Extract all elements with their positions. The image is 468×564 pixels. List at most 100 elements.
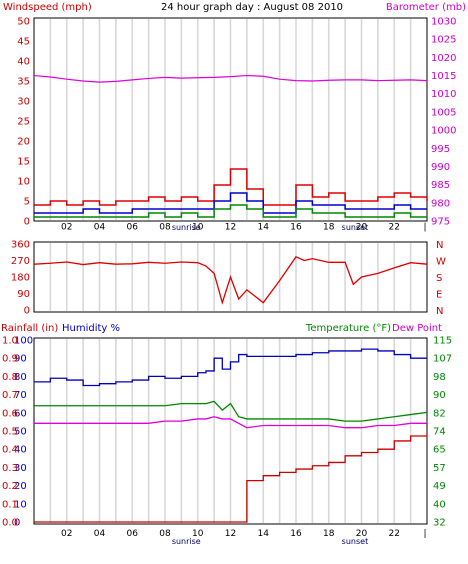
chart1-y-right-tick: 1015	[431, 71, 456, 82]
chart1-y-left-tick: 15	[17, 157, 30, 168]
chart1-right-label: Barometer (mb)	[386, 2, 466, 13]
chart1-y-left-tick: 20	[17, 137, 30, 148]
chart1-series-barometer-mb-	[33, 74, 428, 83]
chart3-sunrise-label: sunrise	[172, 537, 201, 546]
chart3-y-rain-tick: 0.6	[2, 408, 18, 419]
chart1-y-left-tick: 35	[17, 77, 30, 88]
chart1-x-tick-label: 10	[192, 223, 204, 233]
chart3-y-humidity-tick: 90	[14, 354, 27, 365]
chart1-series-wind-average	[34, 192, 427, 214]
chart1-x-tick-label: 12	[225, 223, 236, 233]
chart3-x-tick-label: 16	[290, 529, 302, 539]
chart3-rain-label: Rainfall (in)	[1, 323, 58, 334]
chart3-y-temp-tick: 74	[433, 427, 446, 438]
chart1-x-tick-label: 06	[127, 223, 139, 233]
chart3-y-rain-tick: 0.1	[2, 499, 18, 510]
chart1-y-left-tick: 10	[17, 177, 30, 188]
chart3-series-humidity-	[34, 348, 427, 387]
chart1-y-left-tick: 45	[17, 37, 30, 48]
chart3-temp-label: Temperature (°F)	[305, 323, 391, 334]
chart3-series-dew-point	[34, 416, 427, 429]
chart2-y-left-tick: 360	[11, 240, 30, 251]
chart1-y-left-tick: 5	[24, 197, 30, 208]
chart1-y-right-tick: 980	[431, 198, 450, 209]
chart3-y-temp-tick: 65	[433, 445, 446, 456]
chart3-y-temp-tick: 98	[433, 372, 446, 383]
chart3-y-rain-tick: 0.5	[2, 427, 18, 438]
chart3-x-tick-label: 22	[389, 529, 400, 539]
chart3-x-tick-label: 10	[192, 529, 204, 539]
chart2-compass-label: N	[436, 306, 443, 317]
chart1-x-tick-label: 18	[323, 223, 335, 233]
chart3-y-temp-tick: 32	[433, 518, 446, 529]
chart1-y-right-tick: 1010	[431, 89, 456, 100]
chart1-sunrise-label: sunrise	[172, 223, 201, 232]
chart3-y-temp-tick: 90	[433, 390, 446, 401]
chart3-x-tick-label: 14	[258, 529, 270, 539]
chart2-series-wind-direction	[33, 256, 428, 305]
chart1-y-left-tick: 40	[17, 57, 30, 68]
chart3-x-tick-label: 04	[94, 529, 106, 539]
chart-marks: 0510152025303540455097598098599099510001…	[2, 17, 456, 547]
chart3-y-humidity-tick: 30	[14, 463, 27, 474]
chart1-x-tick-label: 04	[94, 223, 106, 233]
chart1-x-tick-label: 14	[258, 223, 270, 233]
chart3-y-rain-tick: 0.9	[2, 354, 18, 365]
chart3-x-tick-label: 08	[159, 529, 171, 539]
chart3-y-humidity-tick: 40	[14, 445, 27, 456]
chart3-y-rain-tick: 0.7	[2, 390, 18, 401]
chart2-y-left-tick: 90	[17, 289, 30, 300]
chart3-y-humidity-tick: 70	[14, 390, 27, 401]
chart3-x-tick-label: 02	[61, 529, 72, 539]
chart1-x-tick-label: 02	[61, 223, 72, 233]
chart3-y-rain-tick: 1.0	[2, 336, 18, 347]
chart3-y-humidity-tick: 80	[14, 372, 27, 383]
chart3-x-tick-label: 06	[127, 529, 139, 539]
chart3-y-rain-tick: 0.2	[2, 481, 18, 492]
chart2-y-left-tick: 0	[24, 306, 30, 317]
chart3-y-temp-tick: 107	[433, 354, 452, 365]
chart1-x-end-tick: |	[423, 223, 426, 233]
chart1-series-windspeed-mph-	[34, 168, 428, 206]
chart1-x-tick-label: 22	[389, 223, 400, 233]
chart2-y-left-tick: 270	[11, 256, 30, 267]
chart1-x-tick-label: 08	[159, 223, 171, 233]
chart1-y-left-tick: 50	[17, 17, 30, 28]
chart3-y-rain-tick: 0.3	[2, 463, 18, 474]
chart1-left-label: Windspeed (mph)	[3, 2, 92, 13]
chart3-x-tick-label: 12	[225, 529, 236, 539]
chart3-series-rainfall-in-	[34, 432, 428, 523]
chart3-y-humidity-tick: 0	[14, 518, 20, 529]
chart1-x-tick-label: 16	[290, 223, 302, 233]
chart1-title: 24 hour graph day : August 08 2010	[161, 2, 343, 13]
chart3-dewpoint-label: Dew Point	[392, 323, 442, 334]
chart3-sunset-label: sunset	[342, 537, 369, 546]
chart3-y-rain-tick: 0.8	[2, 372, 18, 383]
chart1-sunset-label: sunset	[342, 223, 369, 232]
chart1-y-left-tick: 0	[24, 217, 30, 228]
chart3-y-temp-tick: 82	[433, 408, 446, 419]
chart3-y-humidity-tick: 60	[14, 408, 27, 419]
chart3-series-temperature-f-	[34, 400, 428, 422]
chart1-y-right-tick: 1025	[431, 35, 456, 46]
chart1-y-right-tick: 990	[431, 162, 450, 173]
chart3-y-temp-tick: 40	[433, 499, 446, 510]
chart3-y-temp-tick: 57	[433, 463, 446, 474]
chart2-y-left-tick: 180	[11, 273, 30, 284]
chart1-y-right-tick: 1005	[431, 107, 456, 118]
chart1-series-wind-low	[34, 204, 427, 218]
chart3-x-tick-label: 18	[323, 529, 335, 539]
chart3-y-humidity-tick: 10	[14, 499, 27, 510]
chart3-y-rain-tick: 0.0	[2, 518, 18, 529]
chart1-y-left-tick: 25	[17, 117, 30, 128]
chart3-y-temp-tick: 115	[433, 336, 452, 347]
chart1-y-right-tick: 975	[431, 217, 450, 228]
chart3-y-humidity-tick: 20	[14, 481, 27, 492]
chart1-y-right-tick: 1030	[431, 17, 456, 28]
chart1-y-right-tick: 995	[431, 144, 450, 155]
chart1-y-right-tick: 1000	[431, 126, 456, 137]
chart3-y-humidity-tick: 100	[14, 336, 33, 347]
chart3-y-temp-tick: 49	[433, 481, 446, 492]
